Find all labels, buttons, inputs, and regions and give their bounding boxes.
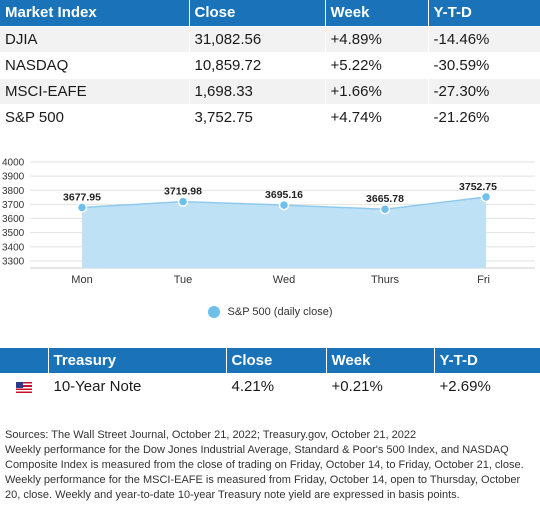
treasury-week: +0.21% <box>326 373 435 400</box>
chart-canvas: 3300 3400 3500 3600 3700 3800 3900 4000 3677.95… <box>2 158 535 286</box>
footnote-sources: Sources: The Wall Street Journal, Octobe… <box>5 429 417 441</box>
treasury-table-header: Treasury Close Week Y-T-D <box>0 348 540 373</box>
y-tick-label: 3400 <box>2 242 25 253</box>
table-row: NASDAQ 10,859.72 +5.22% -30.59% <box>0 51 540 78</box>
y-tick-label: 3800 <box>2 186 25 197</box>
data-point <box>76 202 88 213</box>
index-ytd: -21.26% <box>428 103 540 130</box>
table-row: DJIA 31,082.56 +4.89% -14.46% <box>0 25 540 52</box>
header-treasury: Treasury <box>48 348 227 373</box>
x-axis-ticks: Mon Tue Wed Thurs Fri <box>71 274 490 286</box>
index-week: +1.66% <box>325 77 429 104</box>
treasury-name: 10-Year Note <box>48 373 227 400</box>
data-label: 3695.16 <box>265 189 303 201</box>
header-ytd: Y-T-D <box>428 0 540 26</box>
header-week: Week <box>325 0 429 26</box>
header-ytd: Y-T-D <box>434 348 540 373</box>
index-close: 3,752.75 <box>189 103 326 130</box>
data-label: 3752.75 <box>459 181 497 193</box>
treasury-table: Treasury Close Week Y-T-D 10-Year Note 4… <box>0 348 540 400</box>
data-point <box>379 203 391 215</box>
x-tick-label: Tue <box>174 274 193 286</box>
header-flag-blank <box>0 348 49 373</box>
y-tick-label: 3700 <box>2 200 25 211</box>
y-tick-label: 4000 <box>2 158 25 169</box>
index-ytd: -30.59% <box>428 51 540 78</box>
x-tick-label: Wed <box>273 274 295 286</box>
chart-data-labels: 3677.95 3719.98 3695.16 3665.78 3752.75 <box>63 181 497 205</box>
index-name: NASDAQ <box>0 51 190 78</box>
market-index-table: Market Index Close Week Y-T-D DJIA 31,08… <box>0 0 540 130</box>
index-close: 1,698.33 <box>189 77 326 104</box>
legend-swatch <box>207 306 220 318</box>
header-close: Close <box>189 0 326 26</box>
header-market-index: Market Index <box>0 0 190 26</box>
index-week: +4.89% <box>325 25 429 52</box>
index-name: S&P 500 <box>0 103 190 130</box>
footnote-methodology: Weekly performance for the Dow Jones Ind… <box>5 444 524 501</box>
chart-legend: S&P 500 (daily close) <box>0 302 540 322</box>
index-ytd: -27.30% <box>428 77 540 104</box>
data-label: 3677.95 <box>63 192 101 204</box>
flag-cell <box>0 373 49 400</box>
legend-label: S&P 500 (daily close) <box>227 306 333 318</box>
sp500-area-chart: 3300 3400 3500 3600 3700 3800 3900 4000 3677.95… <box>0 150 540 330</box>
y-tick-label: 3600 <box>2 214 25 225</box>
data-point <box>278 199 290 211</box>
x-tick-label: Thurs <box>371 274 400 286</box>
x-tick-label: Fri <box>477 274 490 286</box>
header-close: Close <box>226 348 327 373</box>
table-row: S&P 500 3,752.75 +4.74% -21.26% <box>0 103 540 130</box>
treasury-close: 4.21% <box>226 373 327 400</box>
data-point <box>177 196 189 207</box>
data-label: 3665.78 <box>366 193 404 205</box>
treasury-ytd: +2.69% <box>434 373 540 400</box>
index-week: +4.74% <box>325 103 429 130</box>
y-tick-label: 3500 <box>2 228 25 239</box>
sources-footnote: Sources: The Wall Street Journal, Octobe… <box>5 428 537 503</box>
table-row: 10-Year Note 4.21% +0.21% +2.69% <box>0 373 540 400</box>
index-ytd: -14.46% <box>428 25 540 52</box>
chart-markers <box>76 191 492 215</box>
series-area <box>82 196 486 268</box>
data-point <box>480 191 492 203</box>
y-tick-label: 3900 <box>2 172 25 183</box>
market-table-header: Market Index Close Week Y-T-D <box>0 0 540 26</box>
index-name: DJIA <box>0 25 190 52</box>
header-week: Week <box>326 348 435 373</box>
index-name: MSCI-EAFE <box>0 77 190 104</box>
y-tick-label: 3300 <box>2 256 25 267</box>
index-close: 31,082.56 <box>189 25 326 52</box>
y-axis-ticks: 3300 3400 3500 3600 3700 3800 3900 4000 <box>2 158 25 268</box>
data-label: 3719.98 <box>164 186 202 198</box>
index-close: 10,859.72 <box>189 51 326 78</box>
index-week: +5.22% <box>325 51 429 78</box>
us-flag-icon <box>15 381 32 393</box>
x-tick-label: Mon <box>71 274 92 286</box>
table-row: MSCI-EAFE 1,698.33 +1.66% -27.30% <box>0 77 540 104</box>
